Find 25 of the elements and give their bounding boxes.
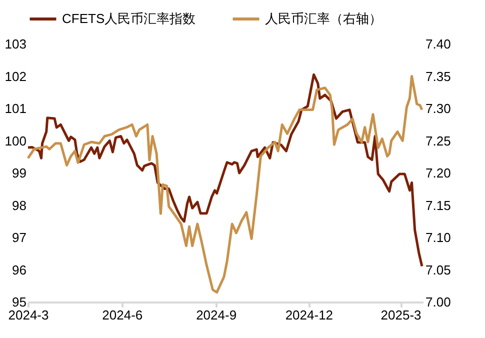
- y2-tick-label: 7.05: [426, 262, 451, 278]
- x-tick-label: 2024-6: [102, 308, 143, 322]
- y2-tick-label: 7.25: [426, 133, 451, 148]
- x-tick-label: 2025-3: [380, 308, 422, 322]
- y2-tick-label: 7.30: [426, 101, 451, 116]
- y-tick-label: 95: [12, 294, 26, 310]
- x-tick-label: 2024-3: [8, 308, 49, 322]
- legend-label: 人民币汇率（右轴）: [265, 11, 382, 26]
- y2-tick-label: 7.40: [426, 36, 451, 52]
- y2-tick-label: 7.15: [426, 198, 451, 213]
- legend-label: CFETS人民币汇率指数: [62, 11, 196, 26]
- x-tick-label: 2024-12: [285, 308, 334, 322]
- y-tick-label: 101: [4, 101, 26, 116]
- x-tick-label: 2024-9: [196, 308, 237, 322]
- y-tick-label: 97: [12, 230, 26, 245]
- y-tick-label: 100: [4, 133, 26, 148]
- y2-tick-label: 7.35: [426, 68, 451, 84]
- y2-tick-label: 7.10: [426, 230, 451, 245]
- y-tick-label: 96: [12, 262, 26, 278]
- y-tick-label: 98: [12, 198, 26, 213]
- y-tick-label: 102: [4, 68, 26, 84]
- y2-tick-label: 7.20: [426, 166, 451, 180]
- y2-tick-label: 7.00: [426, 294, 451, 310]
- y-tick-label: 103: [4, 36, 26, 52]
- y-tick-label: 99: [12, 166, 26, 180]
